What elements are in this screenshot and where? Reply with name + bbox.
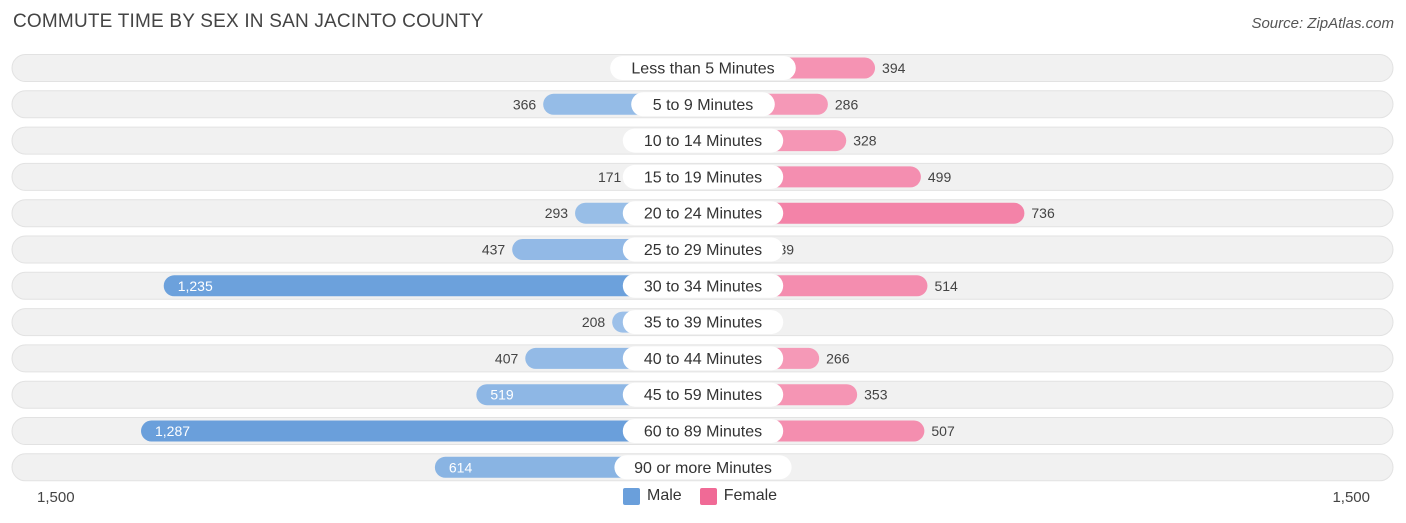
category-pill (622, 164, 784, 189)
value-label-female: 514 (934, 278, 958, 294)
category-pill (622, 419, 784, 443)
category-pill (622, 201, 784, 226)
value-label-female: 353 (864, 387, 888, 403)
legend-label-female: Female (723, 487, 778, 504)
chart-row: 407 266 40 to 44 Minutes (11, 344, 1394, 373)
value-label-male: 1,287 (155, 423, 190, 439)
value-label-female: 499 (928, 169, 952, 185)
chart-row: 208735 to 39 Minutes (11, 308, 1394, 337)
category-label: 60 to 89 Minutes (644, 424, 762, 441)
value-label-female: 266 (826, 350, 850, 366)
category-pill (622, 237, 784, 262)
category-label: 35 to 39 Minutes (644, 315, 762, 332)
chart-row: 65394Less than 5 Minutes (11, 54, 1394, 82)
category-pill (622, 128, 784, 153)
bar-male (163, 275, 703, 297)
chart-row: 1,235 514 30 to 34 Minutes (11, 271, 1394, 300)
category-pill (622, 382, 784, 407)
category-pill (610, 56, 796, 80)
chart-row: 10432810 to 14 Minutes (11, 126, 1394, 155)
value-label-male: 437 (482, 242, 506, 258)
chart-title: COMMUTE TIME BY SEX IN SAN JACINTO COUNT… (13, 11, 484, 32)
category-label: 25 to 29 Minutes (644, 242, 762, 259)
axis-right-label: 1,500 (1332, 489, 1370, 506)
bar-female (703, 202, 1025, 224)
value-label-male: 208 (582, 314, 606, 330)
value-label-male: 293 (545, 205, 569, 221)
category-label: 45 to 59 Minutes (644, 387, 762, 404)
category-pill (622, 310, 784, 335)
chart-row: 293 736 20 to 24 Minutes (11, 199, 1394, 228)
chart-row: 43713925 to 29 Minutes (11, 235, 1394, 264)
value-label-male: 614 (449, 459, 473, 475)
bar-male (141, 420, 703, 442)
chart-row: 6146190 or more Minutes (11, 453, 1394, 482)
category-label: 15 to 19 Minutes (644, 169, 762, 186)
category-pill (622, 273, 784, 298)
category-label: 30 to 34 Minutes (644, 278, 762, 295)
value-label-female: 507 (931, 423, 955, 439)
category-label: 90 or more Minutes (634, 460, 772, 477)
chart-row: 366 286 5 to 9 Minutes (11, 90, 1394, 119)
value-label-male: 366 (513, 96, 537, 112)
chart-row: 1,287 507 60 to 89 Minutes (11, 417, 1394, 445)
value-label-female: 736 (1031, 205, 1055, 221)
category-label: 20 to 24 Minutes (644, 206, 762, 223)
category-label: 40 to 44 Minutes (644, 351, 762, 368)
category-pill (622, 346, 784, 371)
value-label-male: 1,235 (178, 278, 213, 294)
axis-left-label: 1,500 (37, 489, 75, 506)
chart-row: 171 499 15 to 19 Minutes (11, 162, 1394, 191)
value-label-male: 519 (490, 387, 514, 403)
source-credit: Source: ZipAtlas.com (1251, 15, 1394, 32)
legend: Male Female (623, 487, 795, 505)
legend-swatch-female (699, 487, 717, 505)
value-label-male: 171 (598, 169, 622, 185)
category-label: 5 to 9 Minutes (653, 97, 754, 114)
category-label: 10 to 14 Minutes (644, 133, 762, 150)
value-label-male: 407 (495, 350, 519, 366)
chart-row: 519 353 45 to 59 Minutes (11, 380, 1394, 409)
legend-item-female: Female (699, 487, 778, 505)
legend-item-male: Male (623, 487, 682, 505)
category-pill (614, 455, 792, 480)
category-label: Less than 5 Minutes (631, 61, 774, 78)
legend-label-male: Male (647, 487, 682, 504)
value-label-female: 328 (853, 133, 877, 149)
value-label-female: 286 (835, 96, 859, 112)
legend-swatch-male (623, 487, 640, 505)
category-pill (631, 92, 775, 117)
value-label-female: 394 (882, 60, 906, 76)
